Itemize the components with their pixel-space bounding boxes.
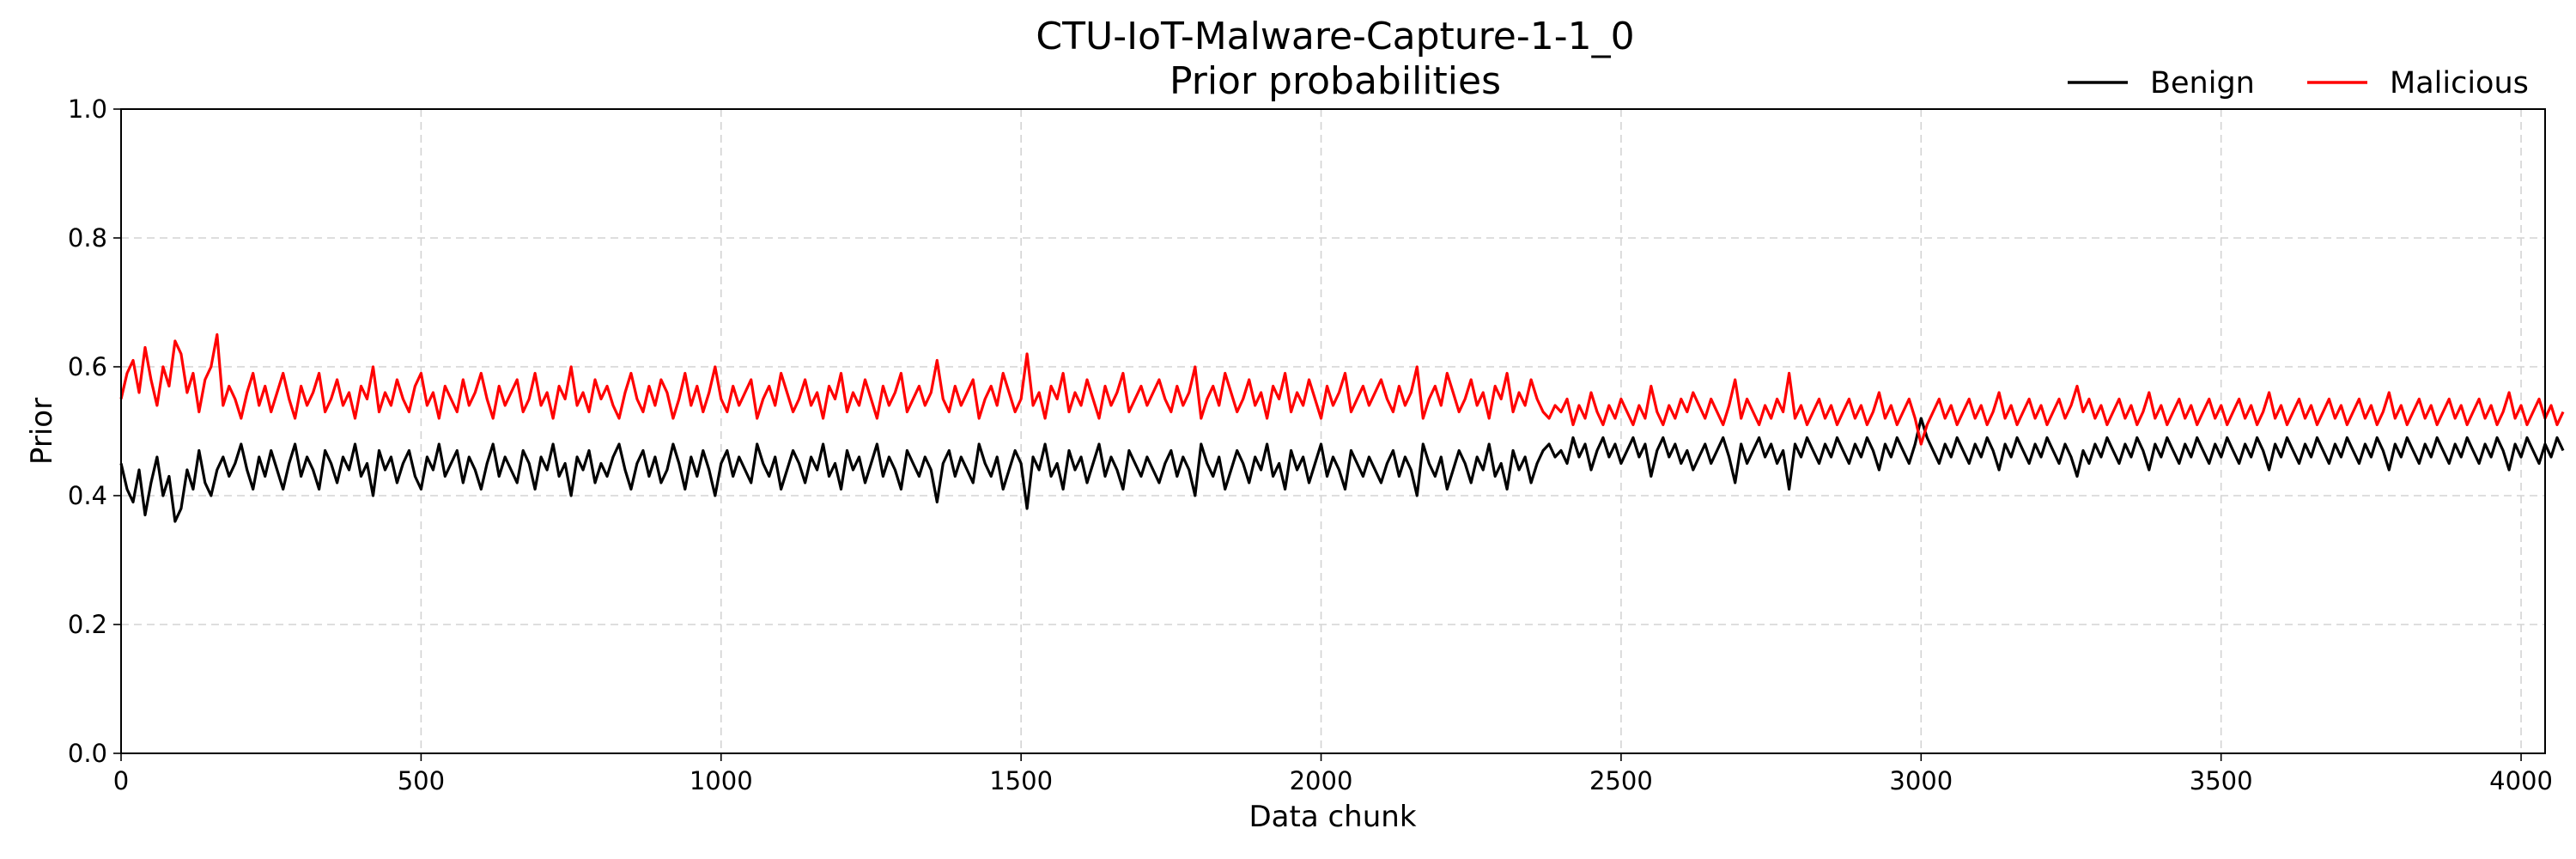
series-line-malicious <box>119 332 2565 446</box>
x-tick-label: 3500 <box>2190 766 2253 795</box>
x-tick-label: 3000 <box>1889 766 1953 795</box>
y-tick-label: 0.6 <box>68 352 107 381</box>
legend-label-benign: Benign <box>2150 66 2255 101</box>
y-axis-label: Prior <box>25 398 59 465</box>
series-line-benign <box>119 417 2565 523</box>
x-tick-label: 2000 <box>1290 766 1353 795</box>
x-tick-label: 0 <box>113 766 129 795</box>
x-tick-label: 1500 <box>989 766 1053 795</box>
y-tick-label: 0.8 <box>68 223 107 253</box>
y-axis: 0.0 0.2 0.4 0.6 0.8 1.0 <box>68 94 121 768</box>
legend-label-malicious: Malicious <box>2390 66 2529 101</box>
y-tick-label: 1.0 <box>68 94 107 124</box>
x-axis-label: Data chunk <box>1249 800 1416 834</box>
x-tick-label: 1000 <box>690 766 753 795</box>
series-layer <box>119 332 2565 523</box>
y-tick-label: 0.2 <box>68 610 107 639</box>
x-tick-label: 4000 <box>2489 766 2553 795</box>
y-tick-label: 0.4 <box>68 481 107 510</box>
grid <box>120 108 2545 754</box>
chart-title: CTU-IoT-Malware-Capture-1-1_0 <box>1036 15 1634 58</box>
y-tick-label: 0.0 <box>68 739 107 768</box>
chart-subtitle: Prior probabilities <box>1170 59 1501 103</box>
x-tick-label: 2500 <box>1589 766 1653 795</box>
x-axis: 0 500 1000 1500 2000 2500 3000 3500 4000 <box>113 753 2553 795</box>
x-tick-label: 500 <box>398 766 445 795</box>
legend: Benign Malicious <box>2068 66 2529 101</box>
plot-frame <box>120 108 2546 754</box>
